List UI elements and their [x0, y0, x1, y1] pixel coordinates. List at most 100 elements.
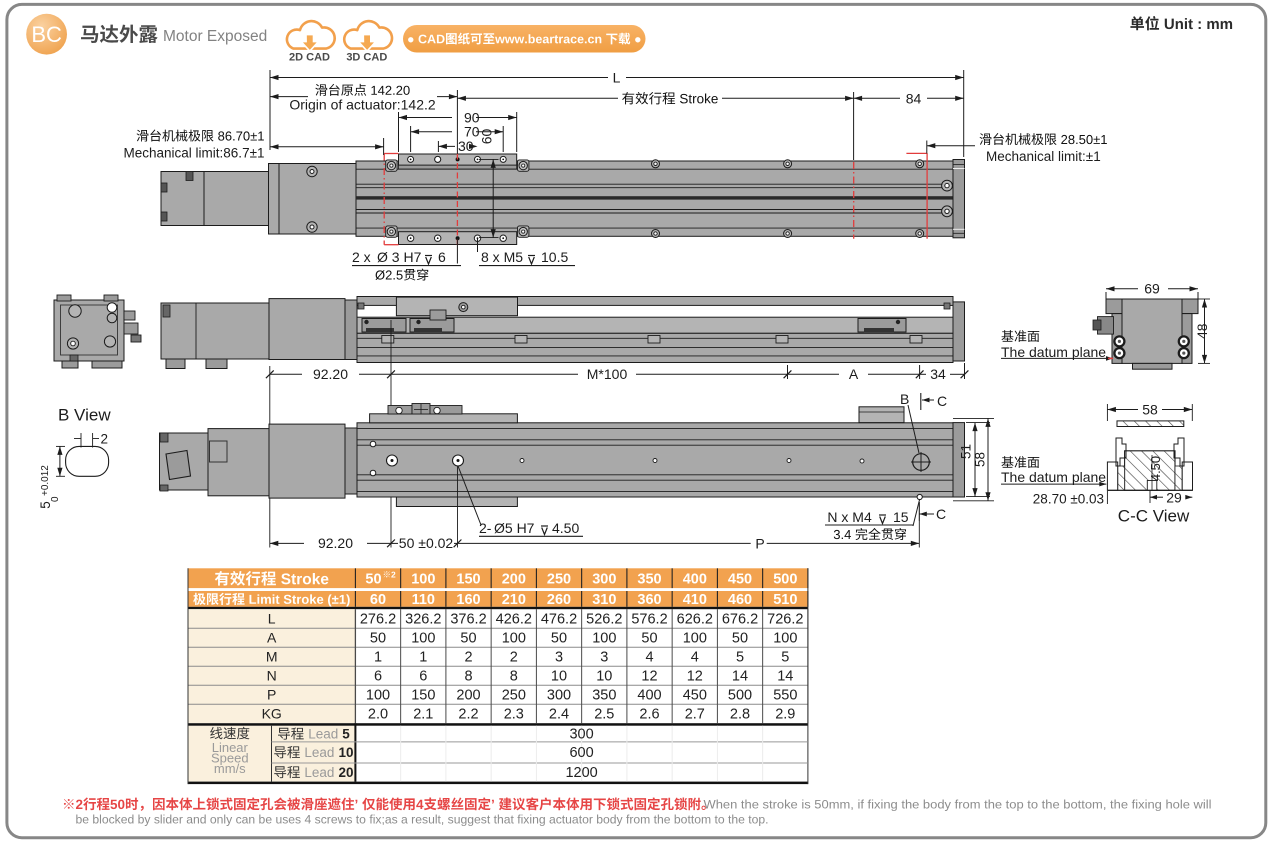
svg-text:60: 60 — [479, 129, 495, 145]
svg-text:2.5: 2.5 — [594, 707, 614, 723]
svg-text:626.2: 626.2 — [677, 612, 713, 628]
svg-text:2 x: 2 x — [352, 249, 371, 265]
svg-text:58: 58 — [973, 452, 988, 467]
svg-text:426.2: 426.2 — [496, 612, 532, 628]
svg-text:350: 350 — [637, 572, 661, 588]
svg-text:70: 70 — [464, 124, 480, 140]
svg-text:C: C — [936, 506, 946, 522]
svg-text:10.5: 10.5 — [541, 249, 568, 265]
svg-text:8: 8 — [510, 669, 518, 685]
svg-text:P: P — [267, 687, 276, 703]
svg-text:2D CAD: 2D CAD — [289, 52, 330, 64]
svg-text:Lead: Lead — [304, 765, 334, 780]
svg-text:Motor Exposed: Motor Exposed — [163, 28, 267, 45]
svg-text:300: 300 — [592, 572, 616, 588]
svg-text:300: 300 — [547, 688, 571, 704]
svg-text:5: 5 — [342, 727, 350, 742]
svg-text:BC: BC — [31, 22, 62, 47]
svg-text:84: 84 — [906, 90, 922, 106]
svg-text:1: 1 — [419, 650, 427, 666]
svg-text:600: 600 — [569, 745, 593, 761]
svg-text:150: 150 — [456, 572, 480, 588]
svg-text:KG: KG — [262, 706, 282, 722]
svg-text:400: 400 — [637, 688, 661, 704]
svg-text:50: 50 — [732, 631, 748, 647]
svg-text:200: 200 — [456, 688, 480, 704]
svg-text:28.70 ±0.03: 28.70 ±0.03 — [1033, 492, 1104, 507]
svg-text:150: 150 — [411, 688, 435, 704]
svg-text:100: 100 — [411, 572, 435, 588]
svg-text:2.6: 2.6 — [639, 707, 659, 723]
svg-text:The datum plane: The datum plane — [1001, 344, 1106, 360]
svg-text:10: 10 — [551, 669, 567, 685]
svg-text:5: 5 — [736, 650, 744, 666]
svg-text:326.2: 326.2 — [405, 612, 441, 628]
svg-text:110: 110 — [412, 592, 435, 608]
svg-text:410: 410 — [683, 592, 707, 608]
svg-text:Mechanical limit:±1: Mechanical limit:±1 — [986, 149, 1101, 164]
svg-text:8: 8 — [464, 669, 472, 685]
svg-text:550: 550 — [773, 688, 797, 704]
svg-text:360: 360 — [637, 592, 661, 608]
svg-text:100: 100 — [411, 631, 435, 647]
svg-text:B: B — [900, 391, 909, 407]
svg-text:51: 51 — [959, 444, 974, 459]
svg-text:12: 12 — [687, 669, 703, 685]
svg-text:8 x M5: 8 x M5 — [481, 249, 523, 265]
svg-text:L: L — [268, 611, 276, 627]
svg-text:460: 460 — [728, 592, 752, 608]
svg-text:P: P — [755, 535, 764, 551]
svg-text:48: 48 — [1194, 323, 1210, 339]
svg-text:6: 6 — [374, 669, 382, 685]
svg-text:4.50: 4.50 — [1148, 456, 1163, 481]
svg-text:Lead: Lead — [308, 727, 338, 742]
svg-text:310: 310 — [592, 592, 616, 608]
svg-text:C: C — [937, 393, 947, 409]
svg-text:C-C View: C-C View — [1118, 507, 1190, 526]
svg-text:210: 210 — [502, 592, 526, 608]
svg-text:50 ±0.02: 50 ±0.02 — [399, 535, 454, 551]
svg-text:L: L — [613, 69, 621, 85]
svg-text:15: 15 — [893, 509, 909, 525]
svg-text:2.3: 2.3 — [504, 707, 524, 723]
svg-text:Ø 3 H7: Ø 3 H7 — [377, 249, 422, 265]
svg-text:0: 0 — [50, 496, 61, 502]
svg-text:50: 50 — [365, 572, 381, 588]
svg-text:50: 50 — [370, 631, 386, 647]
svg-text:50: 50 — [460, 631, 476, 647]
svg-text:6: 6 — [438, 249, 446, 265]
svg-text:500: 500 — [773, 572, 797, 588]
svg-text:510: 510 — [773, 592, 797, 608]
svg-text:10: 10 — [596, 669, 612, 685]
svg-text:4: 4 — [691, 650, 699, 666]
svg-text:376.2: 376.2 — [450, 612, 486, 628]
svg-text:29: 29 — [1166, 489, 1182, 505]
svg-text:100: 100 — [592, 631, 616, 647]
svg-text:350: 350 — [592, 688, 616, 704]
svg-text:2.7: 2.7 — [685, 707, 705, 723]
svg-text:2-: 2- — [479, 520, 492, 536]
svg-text:14: 14 — [732, 669, 748, 685]
svg-text:450: 450 — [683, 688, 707, 704]
svg-text:N x M4: N x M4 — [827, 509, 872, 525]
svg-text:2: 2 — [464, 650, 472, 666]
svg-text:34: 34 — [930, 366, 946, 382]
svg-text:B View: B View — [58, 406, 111, 425]
svg-text:Mechanical limit:86.7±1: Mechanical limit:86.7±1 — [124, 146, 265, 161]
svg-text:476.2: 476.2 — [541, 612, 577, 628]
svg-text:58: 58 — [1142, 401, 1158, 417]
svg-text:A: A — [267, 630, 277, 646]
svg-text:576.2: 576.2 — [631, 612, 667, 628]
svg-text:676.2: 676.2 — [722, 612, 758, 628]
svg-text:The datum plane: The datum plane — [1001, 469, 1106, 485]
svg-text:14: 14 — [777, 669, 793, 685]
svg-text:69: 69 — [1144, 281, 1160, 297]
svg-text:2.2: 2.2 — [458, 707, 478, 723]
svg-text:526.2: 526.2 — [586, 612, 622, 628]
svg-text:100: 100 — [366, 688, 390, 704]
svg-text:2.9: 2.9 — [775, 707, 795, 723]
svg-text:400: 400 — [683, 572, 707, 588]
svg-text:2.8: 2.8 — [730, 707, 750, 723]
svg-text:4: 4 — [645, 650, 653, 666]
svg-text:When the stroke is 50mm, if fi: When the stroke is 50mm, if fixing the b… — [704, 798, 1212, 812]
